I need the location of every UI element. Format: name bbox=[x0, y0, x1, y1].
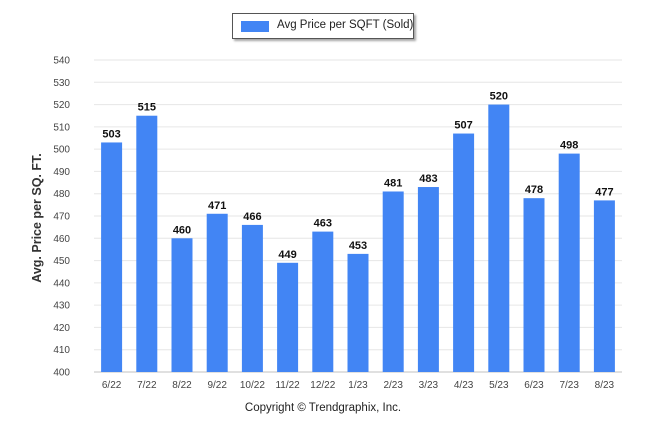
data-label: 515 bbox=[138, 102, 156, 114]
bar[interactable] bbox=[382, 191, 404, 372]
x-tick-label: 3/23 bbox=[419, 380, 439, 391]
legend: Avg Price per SQFT (Sold) bbox=[232, 13, 414, 39]
data-label: 507 bbox=[454, 120, 472, 132]
bar[interactable] bbox=[101, 142, 123, 372]
bar[interactable] bbox=[558, 153, 580, 372]
y-axis-ticks: 400 410 420 430 440 450 460 470 480 490 500 510 520 5… bbox=[53, 56, 70, 379]
bar[interactable] bbox=[206, 213, 228, 372]
y-tick-label: 490 bbox=[53, 167, 70, 178]
y-tick-label: 440 bbox=[53, 278, 70, 289]
x-tick-label: 7/22 bbox=[137, 380, 157, 391]
x-tick-label: 6/23 bbox=[524, 380, 544, 391]
x-tick-label: 4/23 bbox=[454, 380, 474, 391]
y-tick-label: 450 bbox=[53, 256, 70, 267]
data-label: 471 bbox=[208, 200, 226, 212]
bar[interactable] bbox=[347, 253, 369, 372]
bar[interactable] bbox=[417, 187, 439, 372]
data-label: 503 bbox=[102, 128, 120, 140]
x-tick-label: 8/22 bbox=[172, 380, 192, 391]
x-tick-label: 9/22 bbox=[207, 380, 227, 391]
x-tick-label: 2/23 bbox=[383, 380, 403, 391]
y-tick-label: 480 bbox=[53, 189, 70, 200]
y-axis-label: Avg. Price per SQ. FT. bbox=[30, 153, 44, 282]
x-axis-ticks: 6/22 7/22 8/22 9/22 10/22 11/22 12/22 1/23 2/23 3… bbox=[102, 380, 615, 391]
legend-label: Avg Price per SQFT (Sold) bbox=[277, 19, 414, 31]
y-tick-label: 520 bbox=[53, 100, 70, 111]
x-tick-label: 7/23 bbox=[559, 380, 579, 391]
y-tick-label: 410 bbox=[53, 345, 70, 356]
bar[interactable] bbox=[136, 115, 158, 372]
x-tick-label: 5/23 bbox=[489, 380, 509, 391]
y-tick-label: 540 bbox=[53, 56, 70, 67]
bar[interactable] bbox=[523, 198, 545, 372]
bar[interactable] bbox=[171, 238, 193, 372]
x-tick-label: 6/22 bbox=[102, 380, 122, 391]
y-tick-label: 430 bbox=[53, 301, 70, 312]
bar[interactable] bbox=[453, 133, 475, 372]
data-label: 478 bbox=[525, 184, 543, 196]
x-tick-label: 12/22 bbox=[310, 380, 335, 391]
y-tick-label: 460 bbox=[53, 234, 70, 245]
bar[interactable] bbox=[277, 262, 299, 372]
data-label: 483 bbox=[419, 173, 437, 185]
x-tick-label: 11/22 bbox=[275, 380, 300, 391]
data-label: 466 bbox=[243, 211, 261, 223]
y-tick-label: 420 bbox=[53, 323, 70, 334]
bar[interactable] bbox=[488, 104, 510, 373]
data-label: 498 bbox=[560, 140, 578, 152]
copyright-text: Copyright © Trendgraphix, Inc. bbox=[244, 402, 402, 414]
y-tick-label: 530 bbox=[53, 78, 70, 89]
bar[interactable] bbox=[312, 231, 334, 372]
data-labels: 503 515 460 471 466 449 463 453 481 483 507 520 478 4… bbox=[102, 91, 613, 261]
data-label: 449 bbox=[278, 249, 296, 261]
y-tick-label: 400 bbox=[53, 368, 70, 379]
x-tick-label: 10/22 bbox=[240, 380, 265, 391]
y-tick-label: 510 bbox=[53, 122, 70, 133]
data-label: 463 bbox=[314, 218, 332, 230]
x-tick-label: 8/23 bbox=[595, 380, 615, 391]
data-label: 477 bbox=[595, 186, 613, 198]
data-label: 520 bbox=[490, 91, 508, 103]
bar[interactable] bbox=[241, 224, 263, 372]
data-label: 481 bbox=[384, 177, 402, 189]
bar[interactable] bbox=[593, 200, 615, 372]
data-label: 460 bbox=[173, 224, 191, 236]
y-tick-label: 470 bbox=[53, 212, 70, 223]
y-tick-label: 500 bbox=[53, 145, 70, 156]
legend-swatch bbox=[241, 21, 269, 32]
data-label: 453 bbox=[349, 240, 367, 252]
bars bbox=[101, 104, 615, 373]
x-tick-label: 1/23 bbox=[348, 380, 368, 391]
